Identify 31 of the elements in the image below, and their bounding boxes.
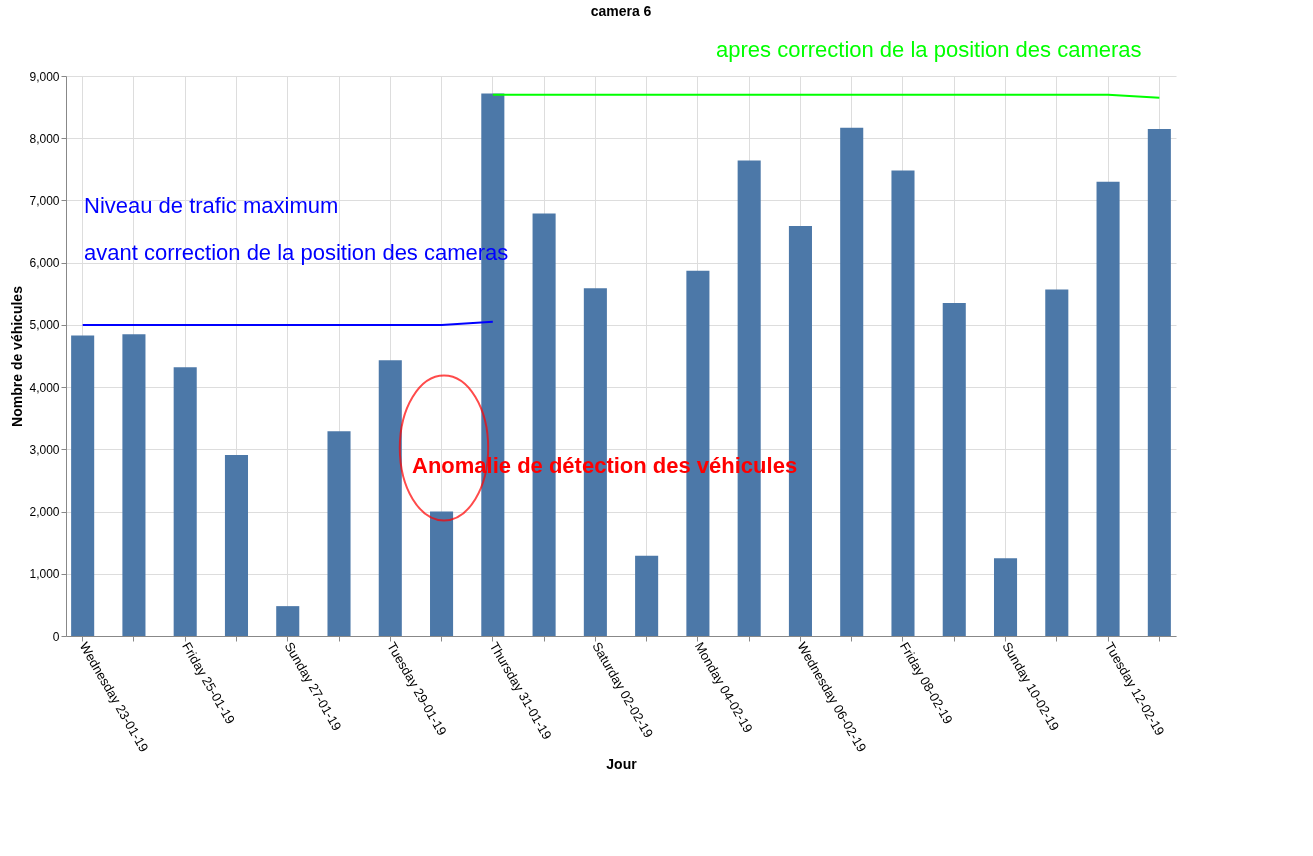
y-tick-label: 7,000 xyxy=(29,193,60,208)
x-axis-title: Jour xyxy=(606,756,638,773)
bar xyxy=(942,303,966,636)
bar xyxy=(276,606,300,636)
bar xyxy=(71,335,95,636)
bar xyxy=(840,127,864,636)
y-tick-label: 9,000 xyxy=(29,69,60,84)
chart-title: camera 6 xyxy=(590,3,652,19)
bar xyxy=(224,454,249,636)
bar xyxy=(993,558,1018,636)
bar xyxy=(173,367,197,636)
bar xyxy=(1096,181,1120,636)
y-tick-label: 2,000 xyxy=(29,505,60,520)
y-tick-label: 1,000 xyxy=(29,567,60,582)
bar xyxy=(122,334,146,636)
y-tick-label: 0 xyxy=(52,629,60,644)
bar xyxy=(1147,128,1171,636)
y-tick-label: 5,000 xyxy=(29,318,60,333)
y-tick-label: 4,000 xyxy=(29,380,60,395)
annotation: Niveau de trafic maximum xyxy=(84,193,339,218)
bar xyxy=(635,555,659,636)
y-axis-title: Nombre de véhicules xyxy=(9,285,26,427)
bar xyxy=(327,431,351,636)
text: apres correction de la position des cameras xyxy=(716,37,1142,62)
y-tick-label: 6,000 xyxy=(29,256,60,271)
bar xyxy=(1045,289,1069,636)
bar xyxy=(378,360,402,636)
y-tick-label: 8,000 xyxy=(29,131,60,146)
bar xyxy=(891,170,915,636)
y-tick-label: 3,000 xyxy=(29,442,60,457)
bar xyxy=(430,511,454,636)
